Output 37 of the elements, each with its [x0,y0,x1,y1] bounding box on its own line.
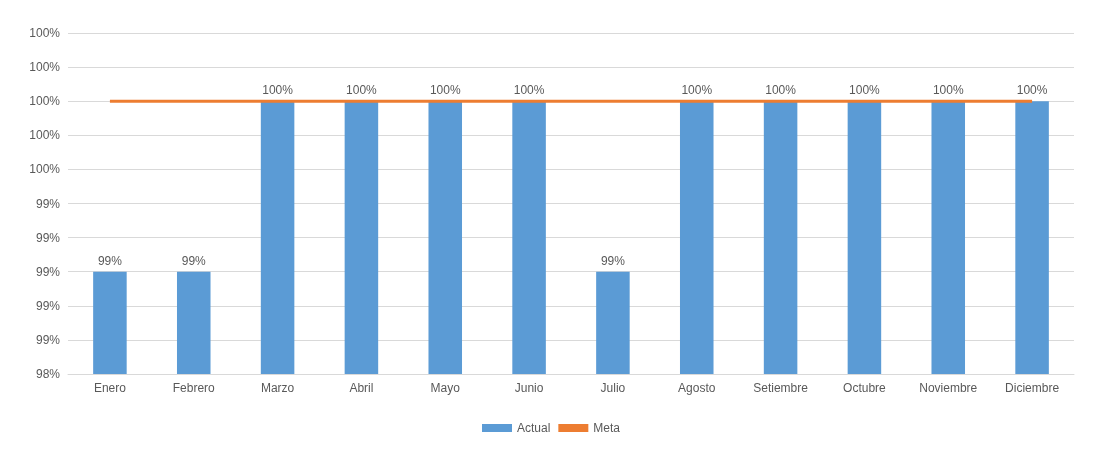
y-tick-label: 100% [29,26,61,40]
y-tick-label: 99% [35,196,61,211]
y-tick-label: 99% [35,264,61,279]
x-tick-label: Enero [93,381,127,395]
data-label: 100% [346,83,378,98]
x-tick-label: Mayo [430,381,461,395]
data-label: 100% [932,83,964,98]
y-tick-label: 99% [35,230,61,245]
data-label: 100% [849,83,881,98]
data-label: 99% [181,253,207,268]
x-tick-label: Noviembre [919,381,978,395]
data-label: 100% [765,83,797,98]
y-tick-label: 100% [29,60,61,75]
x-tick-label: Julio [600,381,626,395]
data-label: 100% [513,83,545,98]
x-tick-label: Octubre [843,381,887,395]
x-tick-label: Junio [514,381,544,395]
data-label: 100% [262,83,294,98]
y-tick-label: 98% [35,367,61,381]
x-tick-label: Diciembre [1005,381,1060,395]
data-label: 99% [600,253,626,268]
y-tick-label: 100% [29,162,61,177]
x-tick-label: Marzo [260,381,295,395]
y-tick-label: 99% [35,298,61,313]
y-tick-label: 99% [35,332,61,347]
data-label: 100% [429,83,461,98]
x-tick-label: Agosto [678,381,716,395]
x-tick-label: Febrero [172,381,216,395]
x-tick-label: Abril [349,381,374,395]
y-tick-label: 100% [29,94,61,109]
data-label: 100% [1016,83,1048,98]
y-tick-label: 100% [29,128,61,143]
legend-label: Actual [516,421,551,435]
data-label: 99% [97,253,123,268]
x-tick-label: Setiembre [753,381,809,395]
legend-label: Meta [593,421,621,435]
data-label: 100% [681,83,713,98]
